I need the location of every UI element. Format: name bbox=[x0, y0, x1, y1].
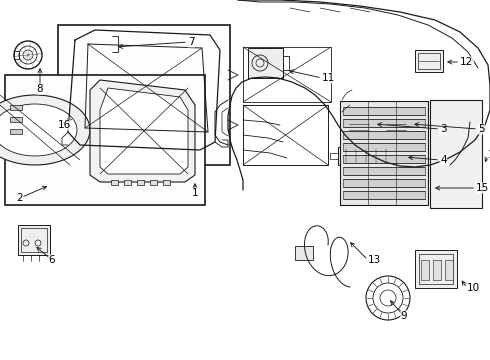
Text: 3: 3 bbox=[440, 124, 446, 134]
Bar bbox=[348, 115, 370, 139]
Bar bbox=[343, 167, 425, 175]
Bar bbox=[343, 119, 425, 127]
Bar bbox=[445, 260, 453, 280]
Bar bbox=[243, 47, 331, 102]
Bar bbox=[150, 180, 157, 185]
Bar bbox=[5, 75, 205, 205]
Polygon shape bbox=[0, 104, 77, 156]
Bar bbox=[295, 246, 313, 260]
Text: 7: 7 bbox=[188, 37, 195, 47]
Bar bbox=[343, 155, 425, 163]
Text: 1: 1 bbox=[192, 188, 198, 198]
Text: 8: 8 bbox=[37, 84, 43, 94]
Text: 10: 10 bbox=[467, 283, 480, 293]
Polygon shape bbox=[0, 95, 90, 165]
Text: 4: 4 bbox=[440, 155, 446, 165]
Bar bbox=[430, 100, 482, 208]
Text: 5: 5 bbox=[478, 124, 485, 134]
Text: 2: 2 bbox=[17, 193, 24, 203]
Bar bbox=[340, 101, 428, 205]
Bar bbox=[124, 180, 131, 185]
Polygon shape bbox=[100, 88, 188, 174]
Bar bbox=[10, 105, 22, 110]
Bar bbox=[60, 26, 112, 62]
Bar bbox=[419, 254, 453, 284]
Bar bbox=[343, 179, 425, 187]
Text: 12: 12 bbox=[460, 57, 473, 67]
Bar bbox=[163, 180, 170, 185]
Bar bbox=[18, 225, 50, 255]
Polygon shape bbox=[90, 80, 195, 182]
Bar bbox=[415, 250, 457, 288]
Bar bbox=[10, 129, 22, 134]
Bar bbox=[433, 260, 441, 280]
Bar bbox=[418, 53, 440, 69]
Text: 6: 6 bbox=[49, 255, 55, 265]
Bar bbox=[111, 180, 118, 185]
Bar bbox=[64, 30, 108, 58]
Bar bbox=[421, 260, 429, 280]
Bar bbox=[343, 131, 425, 139]
Bar bbox=[21, 228, 47, 252]
Text: 13: 13 bbox=[368, 255, 381, 265]
Text: 14: 14 bbox=[488, 150, 490, 160]
Bar bbox=[14, 51, 19, 59]
Bar bbox=[345, 112, 373, 142]
Bar bbox=[415, 50, 443, 72]
Bar bbox=[343, 191, 425, 199]
Bar bbox=[338, 147, 403, 165]
Text: 16: 16 bbox=[58, 120, 71, 130]
Bar bbox=[137, 180, 144, 185]
Bar bbox=[343, 143, 425, 151]
Bar bbox=[10, 117, 22, 122]
Text: 9: 9 bbox=[401, 311, 407, 321]
Bar bbox=[58, 25, 230, 165]
Bar bbox=[382, 112, 410, 142]
Bar bbox=[343, 107, 425, 115]
Bar bbox=[248, 48, 283, 78]
Text: 15: 15 bbox=[476, 183, 489, 193]
Bar bbox=[243, 105, 328, 165]
Text: 11: 11 bbox=[322, 73, 335, 83]
Bar bbox=[385, 115, 407, 139]
